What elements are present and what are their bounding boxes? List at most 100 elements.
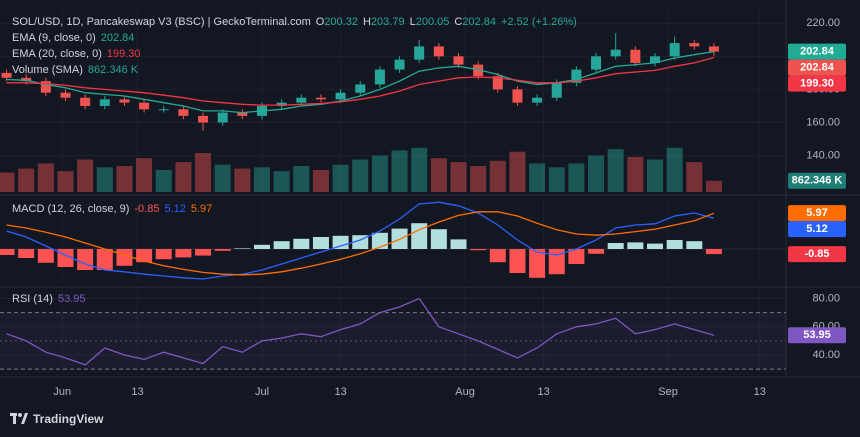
legend-name: RSI (14) — [12, 293, 53, 305]
volume-bar — [57, 171, 74, 192]
histogram-bar — [293, 238, 310, 249]
volume-bar — [293, 166, 310, 192]
legend-value: 202.84 — [100, 32, 135, 44]
volume-bar — [411, 147, 428, 192]
price-badge-label: 202.84 — [800, 46, 835, 58]
ohlc-value: 200.32 — [324, 16, 358, 28]
ohlc-value: 202.84 — [462, 16, 496, 28]
volume-bar — [529, 163, 546, 192]
volume-bar — [312, 169, 329, 192]
candle-body — [40, 81, 51, 93]
volume-bar — [175, 162, 192, 192]
volume-bar — [0, 172, 15, 192]
candle-body — [610, 49, 621, 57]
volume-bar — [37, 163, 54, 192]
histogram-bar — [607, 243, 624, 249]
candle-body — [119, 99, 130, 103]
legend-name: Volume (SMA) — [12, 64, 83, 76]
volume-bar — [470, 166, 487, 192]
legend-value: 53.95 — [57, 293, 86, 305]
chart-title: SOL/USD, 1D, Pancakeswap V3 (BSC) | Geck… — [12, 16, 311, 28]
series-line — [6, 50, 715, 114]
volume-bar — [666, 147, 683, 192]
rsi-band — [0, 312, 786, 370]
histogram-bar — [666, 240, 683, 249]
price-badge — [788, 205, 846, 222]
histogram-bar — [195, 249, 212, 256]
ohlc-label: L — [409, 16, 416, 28]
legend-row: EMA (9, close, 0) 202.84 — [12, 30, 582, 46]
histogram-bar — [312, 237, 329, 249]
candle-body — [473, 64, 484, 77]
ohlc-label: H — [362, 16, 371, 28]
ohlc-label: C — [454, 16, 463, 28]
histogram-bar — [450, 239, 467, 249]
volume-bar — [686, 162, 703, 192]
y-tick-label: 40.00 — [812, 349, 840, 361]
series-line — [6, 201, 715, 280]
candle-body — [198, 115, 209, 123]
series-line — [6, 211, 715, 276]
legend-value: 199.30 — [106, 48, 141, 60]
series-line — [6, 56, 715, 106]
candle-body — [335, 92, 346, 100]
price-badge — [788, 43, 846, 60]
y-tick-label: 220.00 — [806, 17, 840, 29]
price-badge-label: 862.346 K — [792, 175, 843, 187]
price-badge — [788, 59, 846, 76]
candle-body — [669, 43, 680, 57]
histogram-bar — [509, 249, 526, 273]
price-badge-label: 53.95 — [803, 329, 831, 341]
volume-bar — [136, 158, 153, 192]
candle-body — [708, 46, 719, 52]
histogram-bar — [37, 249, 54, 263]
y-tick-label: 160.00 — [806, 116, 840, 128]
macd-legend: MACD (12, 26, close, 9) -0.85 5.12 5.97 — [12, 201, 217, 217]
x-tick-label: Sep — [658, 386, 678, 398]
price-badge — [788, 172, 846, 189]
candle-body — [21, 77, 32, 82]
histogram-bar — [175, 249, 192, 258]
candle-body — [217, 112, 228, 123]
histogram-bar — [430, 229, 447, 249]
brand-logo — [10, 413, 28, 424]
legend-value: 5.12 — [164, 203, 186, 215]
histogram-bar — [155, 249, 172, 260]
volume-bar — [214, 164, 231, 192]
price-badge-label: -0.85 — [804, 248, 829, 260]
price-badge-label: 5.12 — [806, 223, 827, 235]
candle-body — [60, 92, 71, 98]
legend-name: EMA (20, close, 0) — [12, 48, 102, 60]
candle-body — [276, 102, 287, 106]
candle-body — [394, 59, 405, 70]
histogram-bar — [332, 235, 349, 249]
volume-bar — [77, 159, 94, 192]
volume-bar — [588, 155, 605, 192]
histogram-bar — [136, 249, 153, 263]
candle-body — [433, 46, 444, 57]
candle-body — [355, 84, 366, 93]
volume-bar — [352, 159, 369, 192]
volume-bar — [254, 167, 270, 192]
price-change: +2.52 (+1.26%) — [500, 16, 577, 28]
volume-bar — [489, 160, 506, 192]
histogram-bar — [234, 248, 251, 249]
candle-body — [453, 56, 464, 65]
volume-bar — [332, 164, 349, 192]
volume-bar — [509, 151, 526, 192]
volume-bar — [568, 163, 585, 192]
x-tick-label: Aug — [455, 386, 475, 398]
volume-bar — [647, 159, 663, 192]
candle-body — [414, 46, 425, 60]
histogram-bar — [705, 249, 722, 255]
volume-bar — [155, 169, 172, 192]
volume-bar — [705, 180, 722, 192]
volume-bar — [273, 171, 290, 192]
ohlc-value: 203.79 — [370, 16, 405, 28]
histogram-bar — [254, 244, 270, 249]
price-badge — [788, 327, 846, 344]
legend-row: MACD (12, 26, close, 9) -0.85 5.12 5.97 — [12, 201, 217, 217]
candle-body — [296, 97, 307, 103]
candle-body — [591, 56, 602, 70]
brand: TradingView — [33, 412, 104, 426]
